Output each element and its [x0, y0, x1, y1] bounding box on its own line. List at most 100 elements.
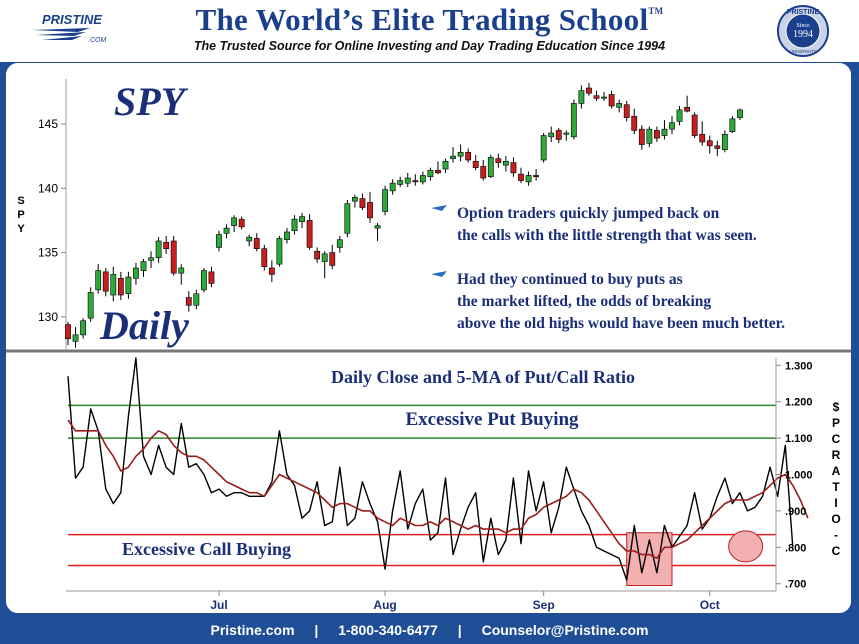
spy-candle-78 — [653, 126, 660, 142]
spy-candle-29 — [284, 228, 290, 244]
spy-candle-87 — [721, 130, 728, 153]
excessive-call-label: Excessive Call Buying — [122, 539, 291, 559]
pcr-tick-label-3: 1.000 — [785, 470, 813, 482]
spy-candle-5 — [102, 268, 109, 297]
spy-candle-18 — [201, 268, 207, 293]
spy-candle-71 — [601, 91, 607, 101]
spy-candle-12 — [155, 237, 162, 263]
spy-candle-51 — [450, 147, 456, 163]
spy-candle-2 — [80, 318, 86, 339]
spy-candle-53 — [465, 148, 472, 163]
spy-candle-33 — [314, 247, 321, 263]
spy-candle-34 — [321, 251, 328, 279]
spy-candle-44 — [397, 176, 404, 187]
spy-candle-70 — [593, 90, 600, 101]
spy-candle-10 — [140, 259, 147, 277]
spy-candle-76 — [638, 125, 645, 150]
spy-candle-73 — [616, 99, 623, 113]
commentary-1-line-2: the calls with the little strength that … — [457, 227, 757, 244]
spy-candle-42 — [382, 185, 388, 216]
spy-candle-69 — [586, 82, 592, 96]
spy-candle-17 — [193, 289, 200, 310]
spy-candle-47 — [419, 171, 426, 185]
page-subtitle: The Trusted Source for Online Investing … — [193, 39, 666, 53]
pcr-tick-label-1: 1.200 — [785, 397, 813, 409]
spy-candle-43 — [389, 179, 396, 195]
spy-candle-79 — [661, 120, 668, 140]
spy-candle-45 — [404, 172, 411, 187]
spy-candle-7 — [117, 271, 124, 301]
pcr-series-group — [67, 357, 809, 581]
daily-label: Daily — [99, 303, 189, 348]
spy-candle-0 — [65, 322, 71, 346]
commentary-2-line-2: the market lifted, the odds of breaking — [457, 293, 711, 310]
spy-candle-36 — [336, 235, 343, 253]
spy-candle-55 — [480, 160, 487, 181]
spy-candle-68 — [578, 85, 585, 109]
pcr-tick-label-5: .800 — [785, 542, 806, 554]
pcr-tick-group: 1.300 1.200 1.100 1.000 .900 .800 .700 — [776, 360, 813, 591]
spy-candle-84 — [699, 121, 706, 146]
trademark-mark: TM — [648, 6, 664, 16]
commentary-point-1: Option traders quickly jumped back on th… — [431, 205, 757, 244]
spy-candle-16 — [185, 291, 192, 312]
spy-candle-26 — [261, 244, 268, 271]
pcr-x-tick-label-1: Aug — [373, 598, 396, 612]
spy-candle-89 — [737, 108, 743, 121]
spy-candle-74 — [623, 100, 630, 122]
pcr-x-tick-group: Jul Aug Sep Oct — [210, 591, 720, 612]
spy-candle-57 — [495, 153, 502, 168]
pcr-y-label-char-6: I — [834, 496, 837, 510]
pcr-y-label-char-0: $ — [833, 400, 840, 414]
highlight-ellipse-1 — [728, 530, 764, 563]
footer-phone-number[interactable]: 1-800-340-6477 — [338, 622, 438, 638]
spy-candle-67 — [570, 99, 577, 140]
footer-email-link[interactable]: Counselor@Pristine.com — [481, 622, 649, 638]
pcr-tick-label-0: 1.300 — [785, 360, 813, 372]
spy-candle-50 — [442, 158, 449, 173]
spy-candle-80 — [669, 116, 675, 135]
pcr-y-label-char-5: T — [832, 480, 840, 494]
spy-candle-6 — [110, 266, 117, 302]
spy-candle-60 — [518, 167, 524, 184]
page-title-text: The World’s Elite Trading School — [195, 2, 649, 37]
spy-candle-14 — [170, 235, 177, 276]
footer-website-link[interactable]: Pristine.com — [210, 622, 295, 638]
spy-candle-61 — [525, 171, 532, 186]
pcr-series-line-1 — [67, 419, 809, 559]
seal-bottom-text: UNIVERSITY — [789, 49, 816, 54]
spy-candle-54 — [472, 154, 479, 171]
spy-candle-58 — [502, 156, 509, 172]
footer-bar: Pristine.com | 1-800-340-6477 | Counselo… — [0, 618, 859, 642]
pristine-logo: PRISTINE .COM — [32, 12, 106, 44]
spy-candle-75 — [631, 108, 638, 135]
pcr-y-label-char-2: C — [832, 432, 841, 446]
spy-candle-52 — [457, 144, 464, 162]
spy-candle-40 — [367, 192, 373, 223]
spy-candle-23 — [238, 216, 245, 230]
spy-candle-88 — [729, 116, 736, 133]
spy-candle-21 — [223, 224, 230, 239]
spy-candle-15 — [178, 264, 185, 285]
spy-candle-22 — [231, 215, 237, 232]
pcr-y-label-char-3: R — [832, 448, 841, 462]
spy-candle-81 — [676, 106, 683, 126]
spy-candle-19 — [208, 266, 215, 288]
commentary-point-2: Had they continued to buy puts as the ma… — [431, 271, 785, 332]
spy-candle-37 — [344, 199, 351, 238]
pcr-title: Daily Close and 5-MA of Put/Call Ratio — [331, 367, 635, 387]
spy-candle-25 — [253, 233, 260, 252]
spy-candle-32 — [306, 214, 313, 250]
pcr-axis-group: 1.300 1.200 1.100 1.000 .900 .800 .700 Jul Aug S… — [66, 358, 841, 612]
page-title: The World’s Elite Trading SchoolTM — [0, 2, 859, 38]
spy-candle-72 — [608, 90, 615, 109]
commentary-2-line-3: above the old highs would have been much… — [457, 315, 785, 332]
commentary-2-line-1: Had they continued to buy puts as — [457, 271, 683, 288]
spy-candle-59 — [510, 157, 517, 177]
pcr-tick-label-4: .900 — [785, 506, 806, 518]
pcr-y-label-char-8: - — [834, 528, 838, 542]
